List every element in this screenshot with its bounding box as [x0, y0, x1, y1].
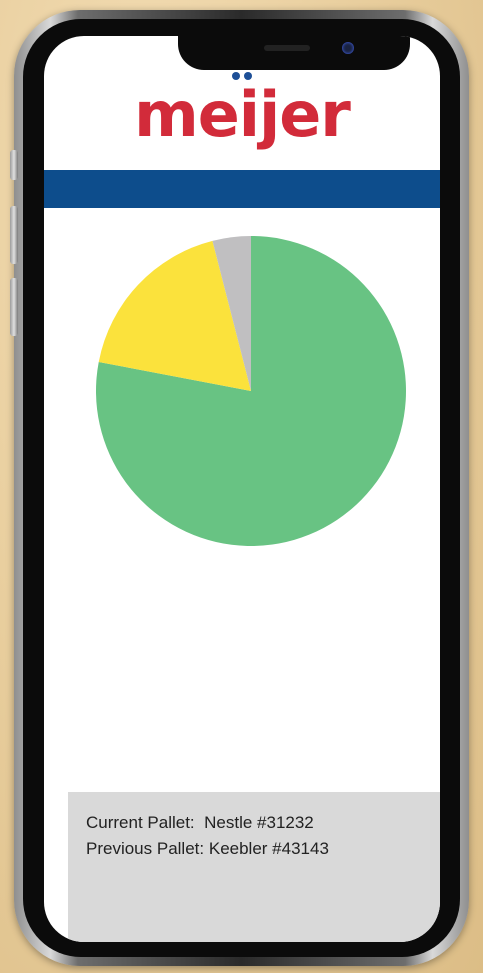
previous-pallet-line: Previous Pallet: Keebler #43143 [86, 836, 424, 862]
silent-switch [10, 150, 18, 180]
logo-dots [231, 72, 252, 80]
header-bar [44, 170, 440, 208]
logo-text: meijer [134, 78, 351, 151]
speaker-grille [264, 45, 310, 51]
logo-dot-left [231, 72, 240, 80]
pie-chart-svg [96, 236, 407, 546]
phone-screen: meijer Current Pallet: Nestle #31232 Pre… [44, 36, 440, 942]
pie-slice-3 [212, 236, 251, 391]
header: meijer [44, 72, 440, 146]
pallet-info-panel: Current Pallet: Nestle #31232 Previous P… [68, 792, 440, 942]
volume-down-button [10, 278, 18, 336]
logo-dot-right [243, 72, 252, 80]
current-pallet-label: Current Pallet: [86, 813, 195, 832]
pie-slice-1 [96, 236, 407, 546]
previous-pallet-value: Keebler #43143 [208, 839, 329, 858]
previous-pallet-label: Previous Pallet: [86, 839, 205, 858]
front-camera [342, 42, 354, 54]
volume-up-button [10, 206, 18, 264]
pie-slice-2 [98, 240, 251, 391]
current-pallet-value: Nestle #31232 [204, 813, 314, 832]
pie-chart [92, 232, 410, 550]
notch [178, 36, 410, 70]
meijer-logo: meijer [134, 72, 351, 146]
current-pallet-line: Current Pallet: Nestle #31232 [86, 810, 424, 836]
